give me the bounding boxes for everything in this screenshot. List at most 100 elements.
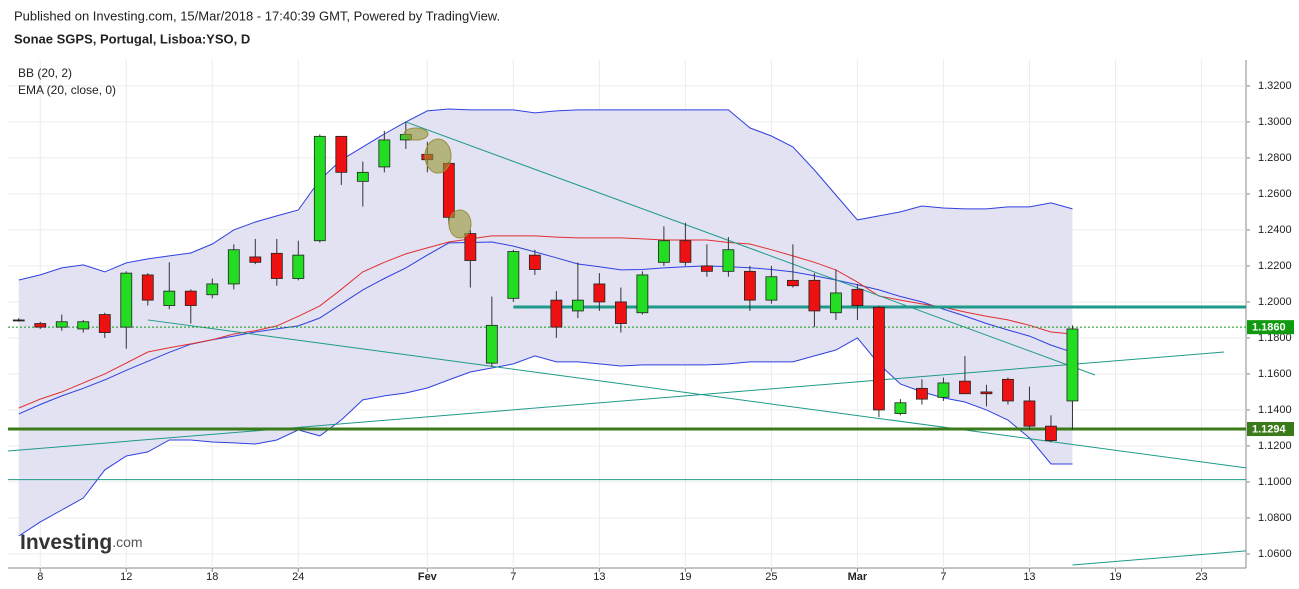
candle-body: [1002, 378, 1014, 402]
candle-body: [657, 240, 670, 263]
candle-body: [442, 162, 455, 218]
bb-lower: [18, 337, 1073, 537]
annotations: [403, 127, 472, 239]
candle-body: [700, 265, 713, 272]
x-tick-label: 23: [1195, 571, 1207, 583]
candle-body: [335, 135, 348, 173]
price-tag: [1247, 320, 1294, 335]
x-tick-label: 25: [765, 571, 777, 583]
candle-body: [77, 321, 90, 330]
y-tick-label: 1.1600: [1258, 368, 1292, 380]
candle-body: [743, 270, 756, 301]
y-tick-label: 1.2600: [1258, 188, 1292, 200]
price-tag-label: 1.1860: [1252, 322, 1286, 334]
candle-body: [464, 233, 477, 261]
x-tick-label: Fev: [418, 571, 438, 583]
y-tick-label: 1.2400: [1258, 224, 1292, 236]
y-tick-label: 1.1200: [1258, 440, 1292, 452]
x-tick-label: 13: [1023, 571, 1035, 583]
candle-body: [679, 240, 692, 263]
x-tick-label: 7: [510, 571, 516, 583]
candle-body: [120, 272, 133, 328]
candle-body: [507, 251, 520, 299]
candle-body: [163, 290, 176, 306]
candle-body: [378, 139, 391, 168]
candle-body: [614, 301, 627, 324]
ema-line: [18, 235, 1073, 409]
candle-body: [292, 254, 305, 279]
candle-body: [1045, 425, 1057, 441]
y-tick-label: 1.1800: [1258, 332, 1292, 344]
y-tick-label: 1.2000: [1258, 296, 1292, 308]
y-tick-label: 1.0600: [1258, 548, 1292, 560]
candle-body: [851, 288, 864, 306]
candle-body: [1066, 328, 1079, 402]
y-tick-label: 1.1400: [1258, 404, 1292, 416]
x-tick-label: 19: [1109, 571, 1121, 583]
candle-body: [141, 274, 154, 301]
published-note: Published on Investing.com, 15/Mar/2018 …: [14, 8, 500, 23]
trend-line: [7, 351, 1225, 452]
candle-body: [249, 256, 262, 263]
candle-body: [184, 290, 197, 306]
logo-main: Investing: [20, 531, 112, 554]
candle-body: [787, 279, 799, 287]
symbol-title: Sonae SGPS, Portugal, Lisboa:YSO, D: [14, 31, 250, 46]
x-tick-label: 19: [679, 571, 691, 583]
trend-line: [1072, 550, 1247, 566]
candle-body: [916, 387, 928, 400]
x-tick-label: 12: [120, 571, 132, 583]
y-tick-label: 1.0800: [1258, 512, 1292, 524]
candle-body: [959, 380, 971, 395]
trend-line: [405, 121, 1096, 376]
x-tick-label: 13: [593, 571, 605, 583]
y-tick-label: 1.3200: [1258, 80, 1292, 92]
y-tick-label: 1.3000: [1258, 116, 1292, 128]
candle-body: [206, 283, 219, 296]
candle-body: [313, 135, 326, 242]
logo-suffix: .com: [112, 534, 142, 550]
candle-body: [55, 321, 68, 328]
annotation-ellipse: [403, 127, 429, 141]
candle-body: [485, 324, 498, 364]
y-tick-label: 1.2200: [1258, 260, 1292, 272]
candle-body: [34, 323, 47, 328]
x-tick-label: 8: [37, 571, 43, 583]
candle-body: [1023, 400, 1036, 427]
candle-body: [528, 254, 541, 270]
x-tick-label: 18: [206, 571, 218, 583]
candle-body: [593, 283, 606, 303]
candle-body: [12, 319, 25, 322]
x-tick-label: Mar: [848, 571, 868, 583]
y-tick-label: 1.2800: [1258, 152, 1292, 164]
candle-body: [550, 299, 563, 328]
candle-body: [830, 292, 842, 314]
candle-body: [980, 391, 993, 395]
candle-body: [808, 279, 821, 312]
candle-body: [356, 171, 369, 182]
candle-body: [270, 252, 283, 279]
candle-body: [571, 299, 584, 312]
indicator-label: BB (20, 2): [18, 66, 72, 80]
annotation-ellipse: [448, 209, 472, 239]
candle-body: [937, 382, 950, 398]
plot: 1.0600 1.0800 1.1000 1.1200 1.1400 1.1600 1.18…: [7, 60, 1294, 583]
logo: Investing.com: [20, 531, 143, 554]
price-tag: [1247, 422, 1294, 437]
price-tag-label: 1.1294: [1252, 423, 1287, 435]
bb-upper: [18, 108, 1073, 281]
candle-body: [765, 276, 778, 301]
candle-body: [227, 249, 240, 285]
trend-line: [147, 319, 1247, 469]
x-tick-label: 7: [940, 571, 946, 583]
candle-body: [873, 306, 885, 411]
candle-body: [894, 402, 907, 414]
y-tick-label: 1.1000: [1258, 476, 1292, 488]
candle-body: [98, 314, 111, 333]
candle-body: [722, 249, 735, 272]
indicator-label: EMA (20, close, 0): [18, 83, 116, 97]
x-tick-label: 24: [292, 571, 304, 583]
annotation-ellipse: [424, 138, 452, 174]
